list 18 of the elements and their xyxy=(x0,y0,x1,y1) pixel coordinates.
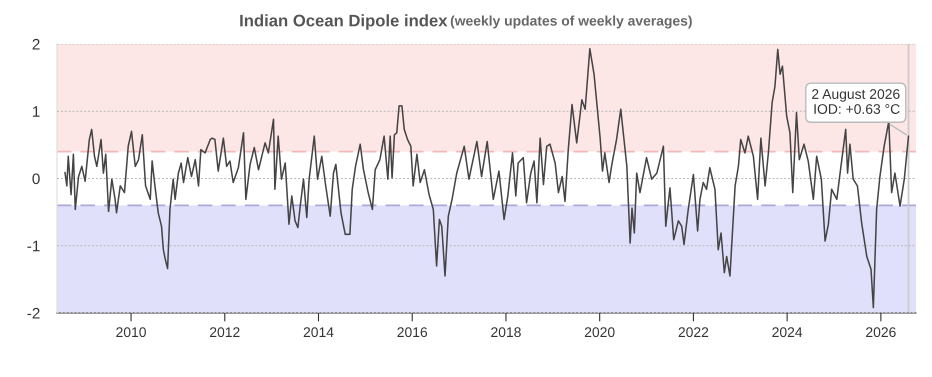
y-tick-label: 1 xyxy=(33,106,40,117)
annotation: 2 August 2026 IOD: +0.63 °C xyxy=(812,89,900,114)
x-tick-label: 2026 xyxy=(866,327,896,338)
x-tick-label: 2010 xyxy=(116,327,146,338)
chart-title: Indian Ocean Dipole index xyxy=(240,14,448,30)
x-tick-label: 2022 xyxy=(678,327,708,338)
x-tick-label: 2020 xyxy=(584,327,615,338)
line-series xyxy=(64,48,910,308)
chart-subtitle: (weekly updates of weekly averages) xyxy=(450,15,692,29)
y-tick-label: 2 xyxy=(32,38,40,50)
y-tick-label: 0 xyxy=(32,173,40,184)
y-tick-label: -2 xyxy=(27,308,40,319)
y-tick-label: -1 xyxy=(27,240,40,252)
x-tick-label: 2016 xyxy=(397,327,428,338)
x-tick-label: 2024 xyxy=(772,327,802,338)
x-tick-label: 2018 xyxy=(491,327,521,338)
x-tick-label: 2014 xyxy=(304,327,334,338)
x-tick-label: 2012 xyxy=(210,327,240,338)
